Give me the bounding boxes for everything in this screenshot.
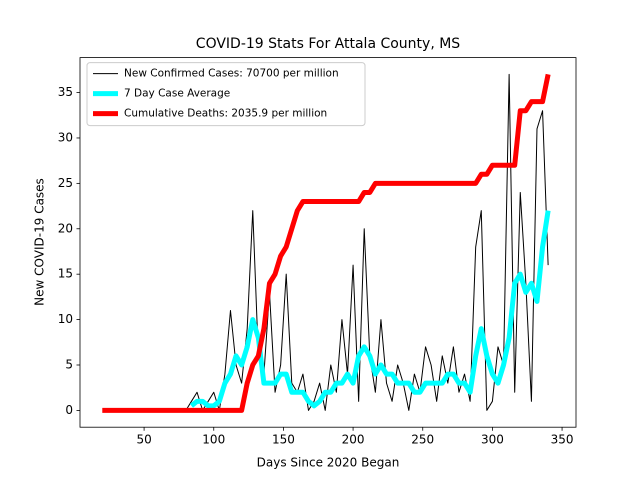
legend: New Confirmed Cases: 70700 per million 7 …	[86, 62, 366, 127]
x-axis-label: Days Since 2020 Began	[257, 456, 400, 470]
y-tick-label: 15	[58, 267, 73, 281]
y-axis-label: New COVID-19 Cases	[33, 178, 47, 306]
series-line	[185, 73, 549, 411]
y-tick-label: 5	[65, 357, 73, 371]
x-tick-label: 200	[342, 433, 365, 447]
legend-label: New Confirmed Cases: 70700 per million	[124, 68, 339, 80]
legend-label: 7 Day Case Average	[124, 88, 230, 100]
y-tick-label: 35	[58, 85, 73, 99]
y-tick-label: 10	[58, 312, 73, 326]
x-tick-label: 300	[481, 433, 504, 447]
legend-label: Cumulative Deaths: 2035.9 per million	[124, 108, 327, 120]
chart-title: COVID-19 Stats For Attala County, MS	[196, 36, 461, 52]
axes-frame	[79, 57, 577, 428]
x-tick-label: 50	[136, 433, 151, 447]
series-line	[189, 210, 551, 409]
x-tick-label: 150	[272, 433, 295, 447]
y-tick-label: 0	[65, 403, 73, 417]
x-tick-label: 100	[202, 433, 225, 447]
plot-area	[102, 73, 551, 413]
x-tick-label: 350	[551, 433, 574, 447]
y-tick-label: 30	[58, 130, 73, 144]
series-line	[102, 73, 551, 413]
x-tick-label: 250	[411, 433, 434, 447]
legend-box	[86, 62, 366, 127]
y-tick-label: 25	[58, 176, 73, 190]
y-tick-label: 20	[58, 221, 73, 235]
